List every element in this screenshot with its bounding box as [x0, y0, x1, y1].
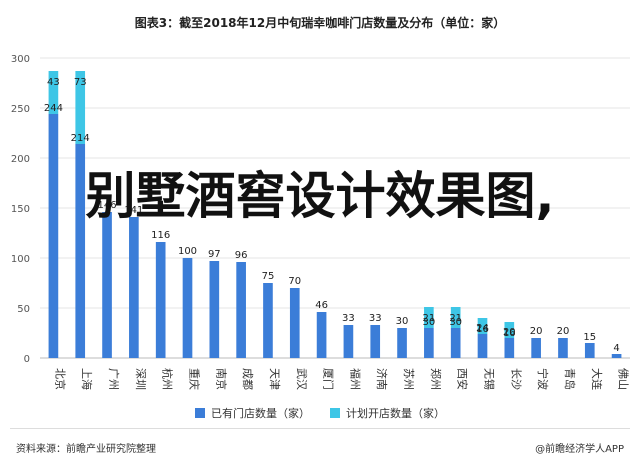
- data-label-planned: 73: [74, 77, 87, 88]
- data-label-opened: 33: [369, 313, 382, 324]
- brand-credit: @前瞻经济学人APP: [535, 444, 624, 455]
- data-label-planned: 21: [422, 313, 435, 324]
- data-label-planned: 16: [476, 324, 489, 335]
- data-label-opened: 20: [557, 326, 570, 337]
- bar-opened: [48, 114, 59, 358]
- bar-opened: [343, 325, 354, 358]
- data-label-opened: 46: [315, 300, 328, 311]
- bar-opened: [450, 328, 461, 358]
- source-note: 资料来源：前瞻产业研究院整理: [16, 444, 156, 455]
- x-tick-label: 北京: [53, 368, 67, 390]
- x-tick-label: 上海: [80, 368, 94, 390]
- x-tick-label: 福州: [348, 368, 362, 390]
- x-tick-label: 佛山: [617, 368, 630, 390]
- legend-swatch-planned: [330, 408, 340, 418]
- data-label-opened: 30: [396, 316, 409, 327]
- bar-planned: [75, 71, 86, 144]
- data-label-opened: 70: [288, 276, 301, 287]
- data-label-opened: 116: [151, 230, 170, 241]
- y-tick-label: 150: [11, 204, 30, 215]
- bar-opened: [477, 334, 488, 358]
- data-label-opened: 96: [235, 250, 248, 261]
- bar-opened: [209, 261, 220, 358]
- x-tick-label: 青岛: [563, 368, 577, 390]
- x-tick-label: 深圳: [134, 368, 147, 390]
- data-label-opened: 30: [422, 317, 435, 328]
- data-label-opened: 141: [124, 205, 143, 216]
- x-tick-label: 大连: [590, 368, 604, 390]
- x-tick-label: 苏州: [402, 368, 415, 390]
- data-label-opened: 100: [178, 246, 197, 257]
- y-tick-label: 0: [24, 354, 30, 365]
- x-tick-label: 天津: [268, 368, 281, 390]
- x-tick-label: 武汉: [295, 368, 308, 390]
- data-label-opened: 4: [613, 343, 619, 354]
- legend-item-opened: 已有门店数量（家）: [195, 405, 310, 421]
- x-tick-label: 济南: [375, 368, 389, 390]
- data-label-opened: 214: [71, 133, 90, 144]
- bar-planned: [504, 322, 515, 338]
- x-tick-label: 杭州: [161, 368, 175, 390]
- x-tick-label: 南京: [214, 368, 228, 390]
- data-label-opened: 33: [342, 313, 355, 324]
- bar-opened: [397, 328, 407, 358]
- bar-opened: [584, 343, 595, 358]
- legend-item-planned: 计划开店数量（家）: [330, 405, 445, 421]
- bar-opened: [263, 283, 273, 358]
- data-label-opened: 20: [530, 326, 543, 337]
- bar-opened: [236, 262, 246, 358]
- data-label-opened: 75: [262, 271, 275, 282]
- bar-opened: [155, 242, 166, 358]
- bar-opened: [370, 325, 381, 358]
- x-tick-label: 宁波: [536, 368, 550, 390]
- x-tick-label: 西安: [456, 368, 470, 390]
- bar-opened: [289, 288, 300, 358]
- legend: 已有门店数量（家） 计划开店数量（家）: [0, 405, 640, 421]
- legend-label-planned: 计划开店数量（家）: [346, 407, 445, 420]
- bar-planned: [424, 307, 434, 328]
- x-tick-label: 成都: [241, 368, 254, 390]
- x-tick-label: 长沙: [509, 368, 522, 390]
- bar-opened: [102, 212, 112, 358]
- legend-label-opened: 已有门店数量（家）: [211, 407, 310, 420]
- bar-opened: [182, 258, 193, 358]
- overlay-caption: 别墅酒窖设计效果图,: [85, 167, 555, 225]
- data-label-opened: 24: [476, 323, 489, 334]
- bar-planned: [48, 71, 59, 114]
- bar-opened: [611, 354, 622, 358]
- bar-opened: [75, 144, 86, 358]
- x-tick-label: 无锡: [483, 368, 497, 390]
- bar-opened: [316, 312, 327, 358]
- data-label-opened: 244: [44, 103, 63, 114]
- footer-divider: [10, 428, 630, 429]
- legend-swatch-opened: [195, 408, 205, 418]
- data-label-opened: 15: [583, 332, 596, 343]
- x-tick-label: 厦门: [322, 368, 336, 390]
- x-tick-label: 郑州: [429, 368, 443, 390]
- bar-opened: [531, 338, 541, 358]
- data-label-planned: 16: [503, 328, 516, 339]
- x-tick-label: 广州: [107, 368, 120, 390]
- bar-planned: [477, 318, 488, 334]
- bar-planned: [450, 307, 461, 328]
- data-label-planned: 43: [47, 77, 60, 88]
- y-tick-label: 100: [11, 254, 30, 265]
- y-tick-label: 250: [11, 104, 30, 115]
- bar-opened: [558, 338, 568, 358]
- data-label-opened: 30: [449, 317, 462, 328]
- bar-opened: [129, 217, 139, 358]
- x-tick-label: 重庆: [188, 368, 202, 390]
- data-label-opened: 146: [97, 200, 116, 211]
- bar-opened: [504, 338, 515, 358]
- data-label-opened: 20: [503, 327, 516, 338]
- chart-title: 图表3：截至2018年12月中旬瑞幸咖啡门店数量及分布（单位：家）: [134, 16, 506, 30]
- y-tick-label: 300: [11, 54, 30, 65]
- data-label-planned: 21: [449, 313, 462, 324]
- data-label-opened: 97: [208, 249, 221, 260]
- y-tick-label: 50: [17, 304, 30, 315]
- y-tick-label: 200: [11, 154, 30, 165]
- bar-opened: [424, 328, 434, 358]
